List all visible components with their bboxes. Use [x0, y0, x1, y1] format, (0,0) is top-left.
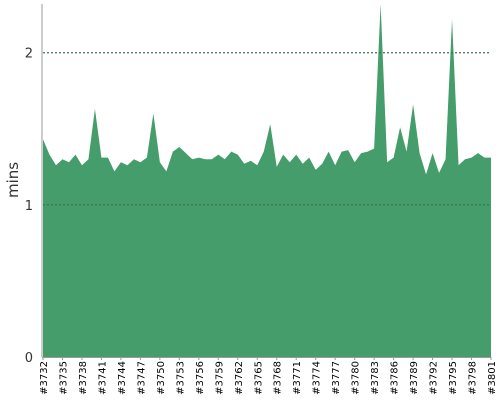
x-tick-label: #3792 [429, 361, 440, 395]
axis-layer [41, 4, 491, 358]
y-tick-label: 1 [25, 199, 33, 214]
series-area [43, 4, 491, 357]
x-tick-label: #3780 [351, 361, 362, 395]
x-tick-label: #3798 [468, 361, 479, 395]
x-tick-label: #3762 [234, 361, 245, 395]
x-tick-label: #3735 [59, 361, 70, 395]
x-tick-label: #3759 [214, 361, 225, 395]
x-tick-label: #3744 [117, 361, 128, 395]
x-tick-label: #3738 [78, 361, 89, 395]
y-axis-label: mins [4, 162, 22, 198]
x-tick-label: #3747 [136, 361, 147, 395]
x-tick-label: #3753 [175, 361, 186, 395]
y-tick-labels: 0 1 2 [25, 47, 33, 366]
x-tick-labels: #3732 #3735 #3738 #3741 #3744 #3747 #3750 #3753… [39, 357, 498, 395]
x-tick-label: #3732 [39, 361, 50, 395]
x-tick-label: #3774 [312, 361, 323, 395]
x-tick-label: #3777 [331, 361, 342, 395]
x-tick-label: #3795 [448, 361, 459, 395]
x-tick-label: #3750 [156, 361, 167, 395]
x-tick-label: #3801 [487, 361, 498, 395]
x-tick-label: #3741 [97, 361, 108, 395]
area-layer [43, 4, 491, 357]
x-tick-label: #3765 [253, 361, 264, 395]
x-tick-label: #3783 [370, 361, 381, 395]
x-tick-label: #3771 [292, 361, 303, 395]
y-tick-label: 0 [25, 351, 33, 366]
x-tick-label: #3789 [409, 361, 420, 395]
y-tick-label: 2 [25, 47, 33, 62]
x-tick-label: #3786 [390, 361, 401, 395]
x-tick-label: #3756 [195, 361, 206, 395]
x-tick-label: #3768 [273, 361, 284, 395]
